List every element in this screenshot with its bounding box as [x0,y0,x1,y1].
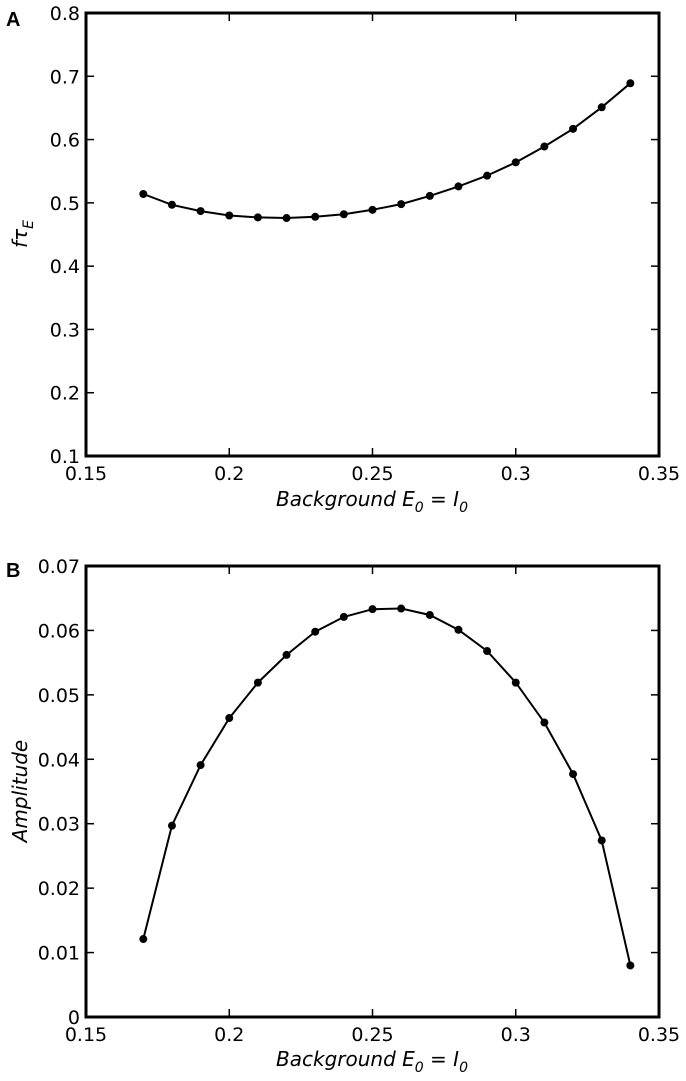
data-point-b [139,935,148,944]
data-point-b [425,610,434,619]
x-tick-label-b: 0.25 [351,1024,393,1046]
ticks-a [85,12,660,457]
data-point-a [139,189,148,198]
data-point-b [511,678,520,687]
y-tick-label-b: 0.05 [38,685,80,707]
ticks-b [85,565,660,1018]
x-axis-label-b-main: Background E [276,1047,415,1071]
series-b [139,604,635,970]
data-point-a [282,214,291,223]
panel-label-b: B [6,560,20,582]
y-tick-label-b: 0 [68,1007,80,1029]
x-tick-label-b: 0.15 [65,1024,107,1046]
data-point-a [397,200,406,209]
y-axis-label-a: fτE [8,220,37,248]
y-tick-label-a: 0.5 [50,193,80,215]
data-point-a [425,191,434,200]
tick-labels-b: 0.15 0.2 0.25 0.3 0.35 0 0.01 0.02 0.03 0.04 0.05 0… [38,556,680,1046]
data-point-b [397,604,406,613]
x-tick-label-a: 0.15 [65,463,107,485]
x-tick-label-a: 0.25 [351,463,393,485]
y-tick-label-b: 0.07 [38,556,80,578]
y-axis-label-a-sub: E [21,220,37,229]
data-point-a [253,213,262,222]
data-point-a [368,205,377,214]
x-axis-label-b-sub1: 0 [415,1060,424,1076]
data-point-a [339,210,348,219]
data-point-b [540,718,549,727]
y-tick-label-a: 0.6 [50,130,80,152]
x-axis-label-a-sub2: 0 [459,500,468,516]
x-axis-label-a-sub1: 0 [415,500,424,516]
data-point-a [540,142,549,151]
data-point-b [483,647,492,656]
data-point-a [196,207,205,216]
y-axis-label-a-main: fτ [8,228,32,248]
y-tick-label-a: 0.2 [50,383,80,405]
chart-panel-b: B 0.15 0.2 0.25 0.3 0.35 0 0.01 0.02 0.03 0.04 0.0… [6,556,680,1076]
data-point-b [368,605,377,614]
x-axis-label-b: Background E0 = I0 [276,1047,468,1076]
x-tick-label-a: 0.3 [501,463,531,485]
y-tick-label-a: 0.8 [50,3,80,25]
y-tick-label-a: 0.3 [50,319,80,341]
data-point-a [569,124,578,133]
y-tick-label-b: 0.02 [38,878,80,900]
x-tick-label-b: 0.3 [501,1024,531,1046]
y-tick-label-a: 0.1 [50,446,80,468]
data-point-a [626,79,635,88]
x-tick-label-a: 0.2 [214,463,244,485]
plot-frame-b [84,564,661,1019]
y-axis-label-b: Amplitude [8,740,32,845]
x-tick-label-b: 0.2 [214,1024,244,1046]
data-point-a [225,211,234,220]
data-point-b [311,627,320,636]
y-axis-label-b-main: Amplitude [8,740,32,845]
data-point-a [311,212,320,221]
panel-label-a: A [6,9,20,31]
x-tick-label-b: 0.35 [638,1024,680,1046]
x-axis-label-a-mid: = I [424,487,459,511]
series-line-b [142,607,632,966]
data-point-a [483,171,492,180]
chart-panel-a: A 0.15 0.2 0.25 0.3 0.350.10.20.30.40.50.60.… [6,3,680,516]
data-point-b [167,821,176,830]
series-a [139,79,635,223]
y-tick-label-b: 0.01 [38,943,80,965]
data-point-b [225,714,234,723]
y-tick-label-a: 0.4 [50,256,80,278]
data-point-a [511,158,520,167]
y-tick-label-b: 0.03 [38,814,80,836]
tick-labels-a: 0.15 0.2 0.25 0.3 0.35 0.1 0.2 0.3 0.4 0.5 0.6 0.7 0… [50,3,680,485]
x-axis-label-a-main: Background E [276,487,415,511]
data-point-b [626,961,635,970]
data-point-b [253,678,262,687]
data-point-a [167,200,176,209]
x-tick-label-a: 0.35 [638,463,680,485]
data-point-b [569,770,578,779]
data-point-b [454,625,463,634]
x-axis-label-a: Background E0 = I0 [276,487,468,516]
data-point-a [597,103,606,112]
data-point-b [597,836,606,845]
y-tick-label-b: 0.06 [38,620,80,642]
y-tick-label-a: 0.7 [50,66,80,88]
x-axis-label-b-mid: = I [424,1047,459,1071]
x-axis-label-b-sub2: 0 [459,1060,468,1076]
data-point-b [282,650,291,659]
data-point-b [339,612,348,621]
plot-frame-a [84,11,661,458]
y-tick-label-b: 0.04 [38,749,80,771]
data-point-a [454,182,463,191]
data-point-b [196,761,205,770]
series-line-a [142,82,632,220]
